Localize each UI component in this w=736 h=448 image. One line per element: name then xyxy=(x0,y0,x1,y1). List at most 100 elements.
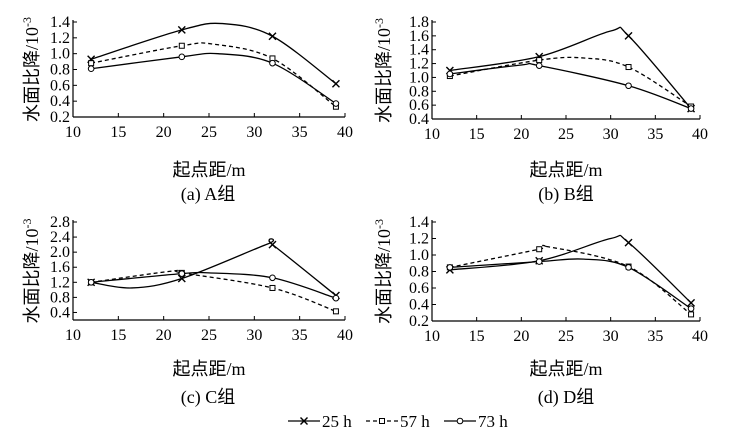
y-tick-label: 1.0 xyxy=(409,69,429,86)
series-57h xyxy=(88,269,339,315)
x-tick-label: 25 xyxy=(558,126,574,143)
y-tick-label: 0.8 xyxy=(50,289,70,306)
legend-label: 73 h xyxy=(478,412,508,431)
series-line xyxy=(449,244,692,315)
y-axis-label-text: 水面比降/10 xyxy=(22,228,42,323)
series-73h xyxy=(446,62,695,112)
x-marker xyxy=(268,240,277,249)
x-marker xyxy=(177,25,186,34)
circle-marker xyxy=(456,417,464,425)
x-tick-label: 35 xyxy=(647,126,663,143)
y-tick-label: 0.4 xyxy=(409,111,429,128)
x-tick-label: 15 xyxy=(469,328,485,345)
circle-marker xyxy=(625,82,632,90)
y-tick-label: 0.6 xyxy=(409,280,429,297)
legend-label: 25 h xyxy=(322,412,352,431)
series-line xyxy=(449,62,692,110)
y-axis-label-exponent: -3 xyxy=(20,218,34,228)
y-tick-label: 0.2 xyxy=(409,313,429,330)
y-tick-label: 1.8 xyxy=(409,14,429,31)
y-axis-label: 水面比降/10-3 xyxy=(372,219,394,324)
y-tick-label: 1.6 xyxy=(409,28,429,45)
x-tick-label: 40 xyxy=(337,327,353,344)
circle-marker xyxy=(332,100,340,107)
x-axis-label: 起点距/m xyxy=(172,160,245,180)
x-tick-label: 10 xyxy=(65,124,81,141)
y-tick-label: 2.4 xyxy=(50,229,70,246)
series-25h xyxy=(445,234,696,307)
chart-panel-a: 10 15 20 25 30 35 40 0.20.40.60.81.01.21.4 起点距/m… xyxy=(20,14,353,205)
y-axis-label-text: 水面比降/10 xyxy=(374,28,394,123)
legend-item: 73 h xyxy=(444,412,508,431)
circle-marker xyxy=(269,59,276,67)
x-tick-label: 30 xyxy=(246,327,262,344)
chart-panel-c: 10 15 20 25 30 35 40 0.40.81.21.62.02.42.8 起点距/m… xyxy=(20,214,353,408)
series-25h xyxy=(87,238,340,300)
panel-caption: (c) C组 xyxy=(181,387,235,408)
circle-marker xyxy=(87,65,95,73)
x-tick-label: 40 xyxy=(692,328,708,345)
x-axis-label: 起点距/m xyxy=(172,359,245,379)
circle-marker xyxy=(332,294,340,302)
chart-panel-b: 10 15 20 25 30 35 40 0.40.60.81.01.21.41.61.8 起点… xyxy=(372,14,708,205)
x-axis-label: 起点距/m xyxy=(529,160,602,180)
series-line xyxy=(449,258,692,310)
circle-marker xyxy=(269,274,276,282)
square-marker xyxy=(379,418,385,424)
y-tick-label: 0.6 xyxy=(409,97,429,114)
x-tick-label: 20 xyxy=(513,126,529,143)
x-tick-label: 10 xyxy=(424,328,440,345)
y-tick-label: 1.2 xyxy=(409,231,429,248)
y-tick-label: 0.6 xyxy=(50,77,70,94)
series-line xyxy=(91,238,337,297)
circle-marker xyxy=(687,305,695,312)
x-tick-label: 20 xyxy=(156,327,172,344)
series-73h xyxy=(446,258,695,312)
x-tick-label: 15 xyxy=(110,327,126,344)
series-line xyxy=(449,234,692,304)
x-tick-label: 25 xyxy=(558,328,574,345)
series-57h xyxy=(446,56,695,110)
legend-item: 25 h xyxy=(288,412,352,431)
series-line xyxy=(91,42,337,108)
series-line xyxy=(449,56,692,108)
y-tick-label: 2.8 xyxy=(50,214,70,231)
x-marker xyxy=(624,31,633,40)
circle-marker xyxy=(87,279,95,286)
y-axis-label: 水面比降/10-3 xyxy=(20,17,42,122)
circle-marker xyxy=(625,264,632,271)
y-axis-label-exponent: -3 xyxy=(20,17,34,27)
series-line xyxy=(91,52,337,105)
series-line xyxy=(90,22,337,85)
square-marker xyxy=(178,42,185,49)
series-line xyxy=(91,271,337,299)
square-marker xyxy=(332,308,339,315)
y-tick-label: 0.2 xyxy=(50,109,70,126)
x-tick-label: 30 xyxy=(246,124,262,141)
circle-marker xyxy=(535,258,543,265)
circle-marker xyxy=(446,70,454,78)
x-marker xyxy=(624,238,633,247)
panel-caption: (b) B组 xyxy=(538,184,594,205)
x-marker xyxy=(687,298,696,307)
x-tick-label: 30 xyxy=(603,328,619,345)
y-tick-label: 1.2 xyxy=(50,274,70,291)
y-tick-label: 1.2 xyxy=(50,30,70,47)
panel-caption: (a) A组 xyxy=(181,184,235,205)
y-axis-label-exponent: -3 xyxy=(372,18,386,28)
y-tick-label: 1.4 xyxy=(409,214,429,231)
y-tick-label: 2.0 xyxy=(50,244,70,261)
x-marker xyxy=(177,274,186,283)
x-tick-label: 20 xyxy=(513,328,529,345)
y-tick-label: 1.0 xyxy=(409,247,429,264)
y-tick-label: 0.4 xyxy=(50,304,70,321)
y-tick-label: 0.8 xyxy=(409,83,429,100)
x-marker xyxy=(300,417,308,425)
circle-marker xyxy=(446,264,454,271)
y-tick-label: 0.4 xyxy=(50,93,70,110)
series-73h xyxy=(87,270,340,302)
legend-item: 57 h xyxy=(366,412,430,431)
y-tick-label: 0.8 xyxy=(409,264,429,281)
x-tick-label: 10 xyxy=(424,126,440,143)
